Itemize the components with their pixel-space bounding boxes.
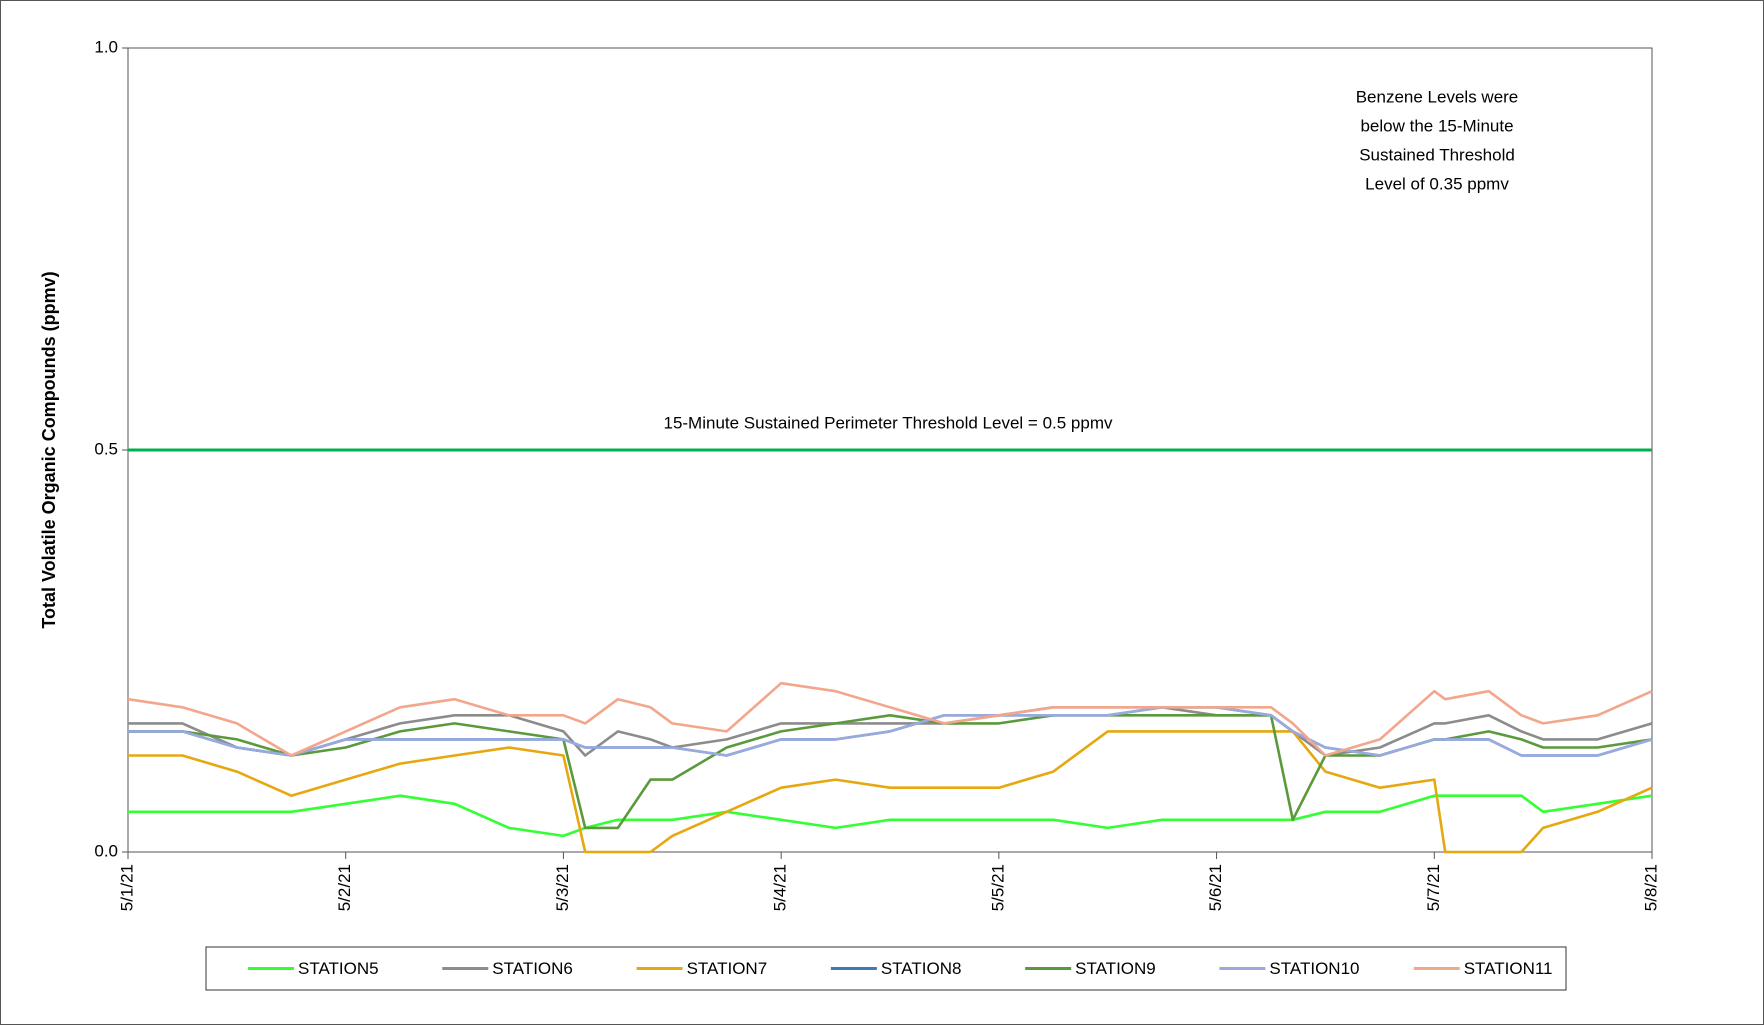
legend-label: STATION8 (881, 959, 962, 978)
y-axis-title: Total Volatile Organic Compounds (ppmv) (39, 271, 59, 628)
series-line (128, 794, 1653, 838)
series-line (128, 706, 1653, 757)
x-tick-label: 5/8/21 (1641, 864, 1660, 911)
series-line (127, 681, 1653, 757)
legend-label: STATION6 (492, 959, 573, 978)
legend-label: STATION7 (687, 959, 768, 978)
x-tick-label: 5/3/21 (553, 864, 572, 911)
x-tick-label: 5/2/21 (335, 864, 354, 911)
y-tick-label: 1.0 (94, 37, 118, 56)
legend-label: STATION5 (298, 959, 379, 978)
y-tick-label: 0.0 (94, 841, 118, 860)
annotation: below the 15-Minute (1360, 116, 1513, 135)
annotation: Benzene Levels were (1356, 87, 1519, 106)
legend-label: STATION10 (1269, 959, 1359, 978)
x-tick-label: 5/7/21 (1424, 864, 1443, 911)
annotation: Sustained Threshold (1359, 145, 1515, 164)
x-tick-label: 5/4/21 (771, 864, 790, 911)
x-tick-label: 5/6/21 (1206, 864, 1225, 911)
y-tick-label: 0.5 (94, 439, 118, 458)
x-tick-label: 5/1/21 (117, 864, 136, 911)
legend-label: STATION11 (1464, 959, 1553, 978)
annotation: Level of 0.35 ppmv (1365, 174, 1509, 193)
legend-label: STATION9 (1075, 959, 1156, 978)
x-tick-label: 5/5/21 (988, 864, 1007, 911)
legend-box (205, 946, 1567, 991)
series-line (128, 730, 1653, 854)
threshold-label: 15-Minute Sustained Perimeter Threshold … (663, 413, 1113, 432)
